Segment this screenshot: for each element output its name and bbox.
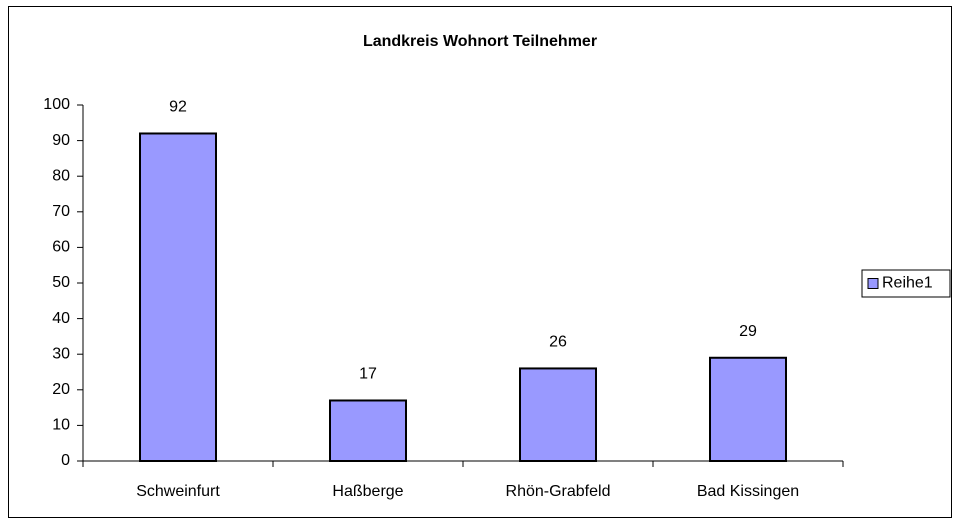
y-tick-label: 100: [43, 96, 70, 113]
bar: [329, 399, 407, 463]
legend-label: Reihe1: [882, 275, 933, 292]
bar: [139, 132, 217, 462]
y-tick-label: 70: [52, 203, 70, 220]
x-tick-label: Bad Kissingen: [697, 483, 799, 500]
data-label: 29: [739, 323, 757, 340]
y-tick-label: 20: [52, 381, 70, 398]
y-tick-label: 90: [52, 132, 70, 149]
y-tick-label: 0: [61, 452, 70, 469]
y-tick-label: 80: [52, 167, 70, 184]
bar: [519, 367, 597, 462]
x-tick-label: Schweinfurt: [136, 483, 220, 500]
data-label: 92: [169, 99, 187, 116]
data-label: 26: [549, 334, 567, 351]
y-tick-label: 60: [52, 239, 70, 256]
x-tick-label: Rhön-Grabfeld: [506, 483, 611, 500]
y-tick-label: 50: [52, 274, 70, 291]
y-tick-label: 30: [52, 345, 70, 362]
legend-swatch: [867, 278, 879, 289]
data-label: 17: [359, 366, 377, 383]
chart-title: Landkreis Wohnort Teilnehmer: [363, 33, 597, 50]
y-tick-label: 40: [52, 310, 70, 327]
y-tick-label: 10: [52, 417, 70, 434]
bar: [709, 356, 787, 463]
x-tick-label: Haßberge: [332, 483, 403, 500]
